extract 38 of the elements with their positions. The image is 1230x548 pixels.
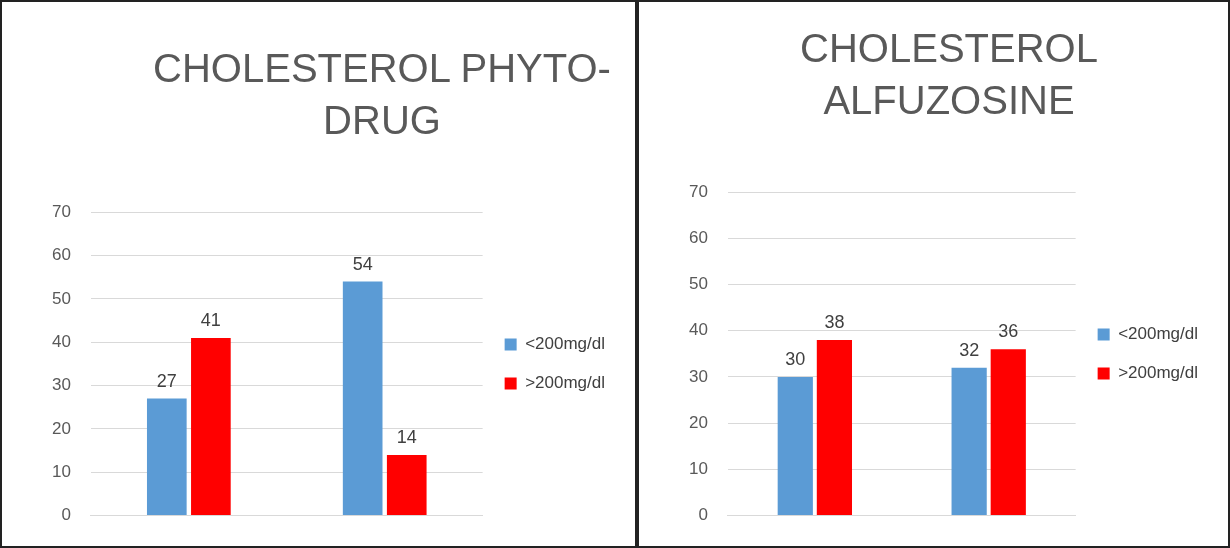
data-label: 54: [352, 253, 373, 274]
y-tick-label: 10: [51, 461, 71, 481]
y-tick-label: 40: [688, 320, 708, 340]
data-label: 36: [998, 321, 1019, 342]
bar: [146, 398, 187, 516]
data-label: 27: [156, 370, 177, 391]
y-tick-label: 30: [688, 366, 708, 386]
chart-title: CHOLESTEROL PHYTO-DRUG: [152, 45, 612, 144]
legend-label: <200mg/dl: [525, 334, 606, 354]
y-tick-label: 40: [51, 331, 71, 351]
y-tick-label: 20: [688, 412, 708, 432]
y-tick-label: 10: [688, 459, 708, 479]
y-tick-label: 0: [61, 505, 71, 525]
bar: [386, 454, 427, 516]
y-tick-label: 60: [688, 228, 708, 248]
y-tick-label: 50: [51, 288, 71, 308]
bar: [951, 367, 987, 516]
bar: [990, 349, 1026, 516]
bar: [191, 337, 231, 516]
data-label: 38: [824, 312, 845, 333]
y-tick-label: 70: [688, 181, 708, 201]
legend-label: >200mg/dl: [525, 373, 606, 393]
y-tick-label: 20: [51, 418, 71, 438]
y-tick-label: 30: [51, 375, 71, 395]
legend-label: >200mg/dl: [1118, 363, 1199, 383]
bar: [777, 377, 813, 516]
y-tick-label: 0: [698, 505, 708, 525]
data-label: 32: [959, 339, 980, 360]
bar: [342, 281, 383, 516]
legend-label: <200mg/dl: [1118, 324, 1199, 344]
data-label: 14: [396, 426, 417, 447]
y-tick-label: 60: [51, 245, 71, 265]
y-tick-label: 50: [688, 274, 708, 294]
data-label: 30: [785, 348, 806, 369]
bar: [816, 340, 853, 516]
chart-title: CHOLESTEROL ALFUZOSINE: [799, 25, 1099, 124]
y-tick-label: 70: [51, 201, 71, 221]
data-label: 41: [200, 309, 221, 330]
